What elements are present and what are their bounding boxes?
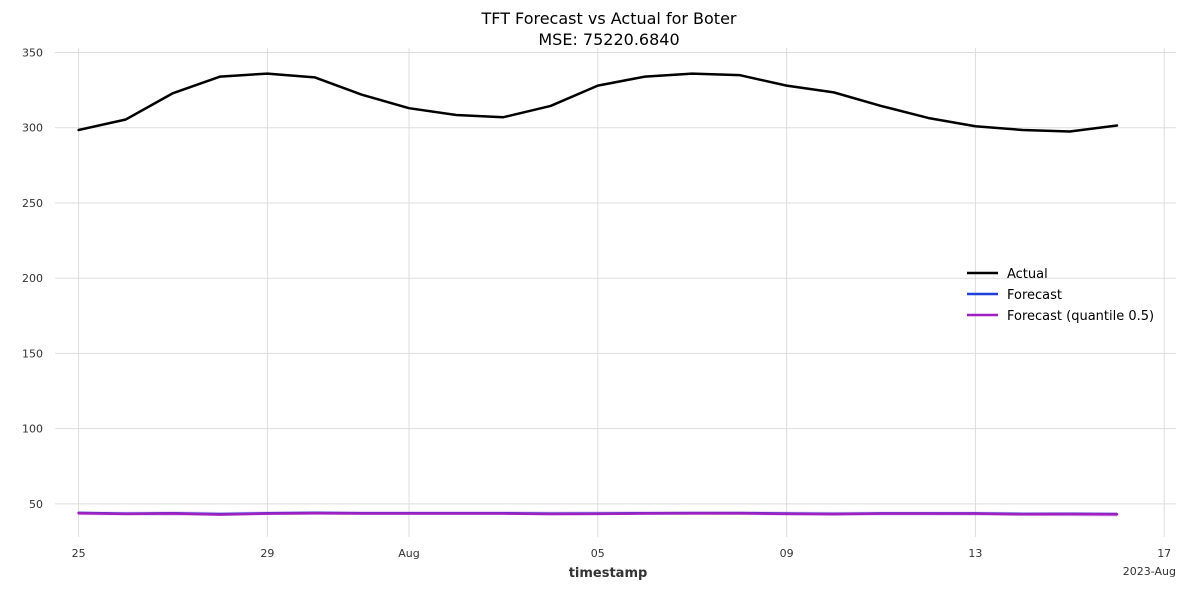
y-tick-label: 150: [22, 347, 43, 360]
x-tick-label: 09: [780, 547, 794, 560]
series-line-forecast-quantile-0-5: [77, 511, 1119, 516]
legend-label: Actual: [1007, 267, 1048, 282]
y-tick-label: 300: [22, 122, 43, 135]
chart-subtitle: MSE: 75220.6840: [538, 30, 679, 49]
x-axis-label: timestamp: [569, 566, 648, 581]
series-line-actual: [77, 72, 1119, 133]
legend: Actual Forecast Forecast (quantile 0.5): [967, 267, 1154, 324]
x-tick-label: 29: [260, 547, 274, 560]
x-tick-label: 13: [968, 547, 982, 560]
grid: [55, 48, 1176, 537]
y-tick-label: 350: [22, 47, 43, 60]
y-tick-label: 100: [22, 423, 43, 436]
y-tick-label: 50: [29, 498, 43, 511]
y-tick-label: 250: [22, 197, 43, 210]
series-layer: [77, 72, 1119, 516]
y-tick-label: 200: [22, 272, 43, 285]
x-tick-label: 17: [1157, 547, 1171, 560]
legend-label: Forecast (quantile 0.5): [1007, 309, 1154, 324]
x-tick-label: 25: [72, 547, 86, 560]
x-offset-label: 2023-Aug: [1123, 565, 1176, 578]
x-tick-label: 05: [591, 547, 605, 560]
legend-label: Forecast: [1007, 288, 1062, 303]
tick-layer: 50 100 150 200 250 300 350 25 29 Aug 05 09 13 17: [22, 47, 1171, 560]
chart-title: TFT Forecast vs Actual for Boter: [481, 9, 737, 28]
x-tick-label: Aug: [398, 547, 419, 560]
